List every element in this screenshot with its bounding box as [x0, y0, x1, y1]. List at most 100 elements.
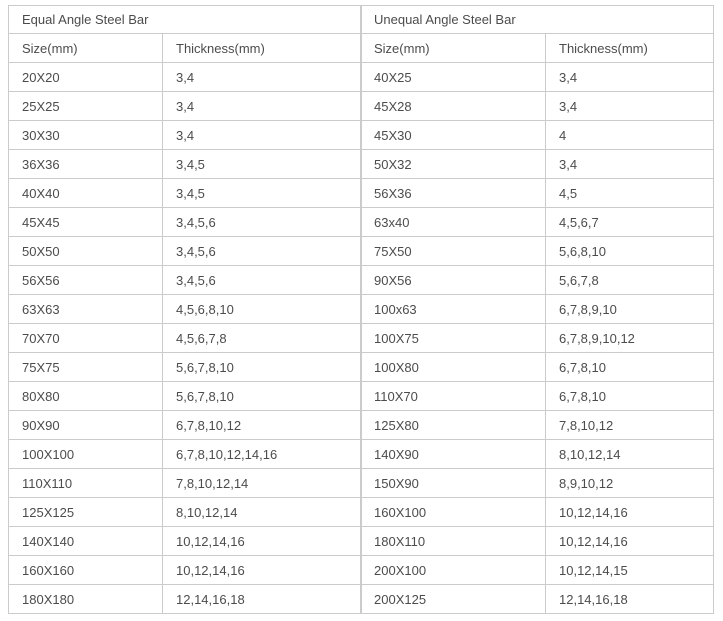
table-row: 70X70 4,5,6,7,8: [8, 323, 363, 353]
size-cell: 45X30: [360, 120, 546, 150]
thickness-cell: 6,7,8,9,10,12: [545, 323, 714, 353]
table-row: 100x63 6,7,8,9,10: [360, 294, 714, 324]
table-row: 90X56 5,6,7,8: [360, 265, 714, 295]
table-row: 90X90 6,7,8,10,12: [8, 410, 363, 440]
table-row: 180X110 10,12,14,16: [360, 526, 714, 556]
table-row: 140X140 10,12,14,16: [8, 526, 363, 556]
thickness-cell: 3,4,5: [161, 149, 363, 179]
thickness-cell: 6,7,8,10: [545, 352, 714, 382]
table-row: 100X75 6,7,8,9,10,12: [360, 323, 714, 353]
thickness-cell: 10,12,14,15: [545, 555, 714, 585]
table-row: 75X75 5,6,7,8,10: [8, 352, 363, 382]
equal-angle-table-title: Equal Angle Steel Bar: [7, 5, 363, 34]
table-row: 50X32 3,4: [360, 149, 714, 179]
table-row: 160X160 10,12,14,16: [8, 555, 363, 585]
size-cell: 63x40: [360, 207, 546, 237]
table-row: 45X28 3,4: [360, 91, 714, 121]
thickness-cell: 10,12,14,16: [545, 497, 714, 527]
thickness-cell: 12,14,16,18: [161, 584, 363, 614]
table-row: 110X70 6,7,8,10: [360, 381, 714, 411]
thickness-cell: 5,6,7,8: [545, 265, 714, 295]
thickness-cell: 3,4: [545, 91, 714, 121]
size-cell: 56X36: [360, 178, 546, 208]
size-cell: 20X20: [8, 62, 163, 92]
size-cell: 100x63: [360, 294, 546, 324]
table-row: 40X25 3,4: [360, 62, 714, 92]
thickness-cell: 3,4: [161, 91, 363, 121]
table-row: 200X125 12,14,16,18: [360, 584, 714, 614]
size-cell: 75X75: [8, 352, 163, 382]
size-cell: 125X125: [8, 497, 163, 527]
table-header-row: Size(mm) Thickness(mm): [360, 33, 714, 63]
thickness-cell: 10,12,14,16: [545, 526, 714, 556]
size-cell: 180X110: [360, 526, 546, 556]
table-row: 50X50 3,4,5,6: [8, 236, 363, 266]
thickness-cell: 3,4: [161, 62, 363, 92]
size-cell: 45X45: [8, 207, 163, 237]
thickness-cell: 4,5: [545, 178, 714, 208]
thickness-cell: 3,4: [545, 62, 714, 92]
size-cell: 125X80: [360, 410, 546, 440]
unequal-angle-table-title: Unequal Angle Steel Bar: [360, 5, 714, 34]
thickness-cell: 10,12,14,16: [161, 526, 363, 556]
thickness-cell: 6,7,8,10,12: [161, 410, 363, 440]
thickness-column-header: Thickness(mm): [161, 33, 363, 63]
size-cell: 140X140: [8, 526, 163, 556]
table-row: 40X40 3,4,5: [8, 178, 363, 208]
size-cell: 180X180: [8, 584, 163, 614]
size-cell: 30X30: [8, 120, 163, 150]
thickness-cell: 3,4,5: [161, 178, 363, 208]
table-row: 180X180 12,14,16,18: [8, 584, 363, 614]
table-row: 36X36 3,4,5: [8, 149, 363, 179]
unequal-angle-table: Unequal Angle Steel Bar Size(mm) Thickne…: [360, 5, 714, 614]
table-row: 200X100 10,12,14,15: [360, 555, 714, 585]
thickness-cell: 4,5,6,7: [545, 207, 714, 237]
table-title-row: Equal Angle Steel Bar: [7, 5, 363, 34]
thickness-cell: 5,6,7,8,10: [161, 381, 363, 411]
table-row: 110X110 7,8,10,12,14: [8, 468, 363, 498]
size-cell: 110X110: [8, 468, 163, 498]
table-row: 100X80 6,7,8,10: [360, 352, 714, 382]
thickness-cell: 4,5,6,7,8: [161, 323, 363, 353]
table-row: 56X56 3,4,5,6: [8, 265, 363, 295]
table-row: 75X50 5,6,8,10: [360, 236, 714, 266]
thickness-cell: 5,6,8,10: [545, 236, 714, 266]
table-row: 63X63 4,5,6,8,10: [8, 294, 363, 324]
size-cell: 200X100: [360, 555, 546, 585]
thickness-cell: 5,6,7,8,10: [161, 352, 363, 382]
thickness-cell: 3,4,5,6: [161, 207, 363, 237]
thickness-cell: 10,12,14,16: [161, 555, 363, 585]
thickness-cell: 4,5,6,8,10: [161, 294, 363, 324]
size-cell: 40X40: [8, 178, 163, 208]
thickness-cell: 8,9,10,12: [545, 468, 714, 498]
table-row: 125X80 7,8,10,12: [360, 410, 714, 440]
table-row: 30X30 3,4: [8, 120, 363, 150]
size-cell: 40X25: [360, 62, 546, 92]
thickness-cell: 3,4,5,6: [161, 265, 363, 295]
size-cell: 140X90: [360, 439, 546, 469]
thickness-cell: 8,10,12,14: [545, 439, 714, 469]
size-cell: 160X160: [8, 555, 163, 585]
thickness-cell: 12,14,16,18: [545, 584, 714, 614]
table-row: 25X25 3,4: [8, 91, 363, 121]
size-cell: 50X32: [360, 149, 546, 179]
equal-angle-table: Equal Angle Steel Bar Size(mm) Thickness…: [7, 5, 363, 614]
table-row: 45X30 4: [360, 120, 714, 150]
size-cell: 90X56: [360, 265, 546, 295]
size-cell: 100X100: [8, 439, 163, 469]
table-row: 80X80 5,6,7,8,10: [8, 381, 363, 411]
size-cell: 80X80: [8, 381, 163, 411]
size-cell: 50X50: [8, 236, 163, 266]
thickness-cell: 7,8,10,12: [545, 410, 714, 440]
size-cell: 100X75: [360, 323, 546, 353]
size-cell: 150X90: [360, 468, 546, 498]
thickness-cell: 8,10,12,14: [161, 497, 363, 527]
size-cell: 70X70: [8, 323, 163, 353]
table-row: 20X20 3,4: [8, 62, 363, 92]
thickness-cell: 7,8,10,12,14: [161, 468, 363, 498]
table-row: 160X100 10,12,14,16: [360, 497, 714, 527]
size-cell: 160X100: [360, 497, 546, 527]
thickness-cell: 3,4,5,6: [161, 236, 363, 266]
table-row: 125X125 8,10,12,14: [8, 497, 363, 527]
thickness-cell: 6,7,8,9,10: [545, 294, 714, 324]
